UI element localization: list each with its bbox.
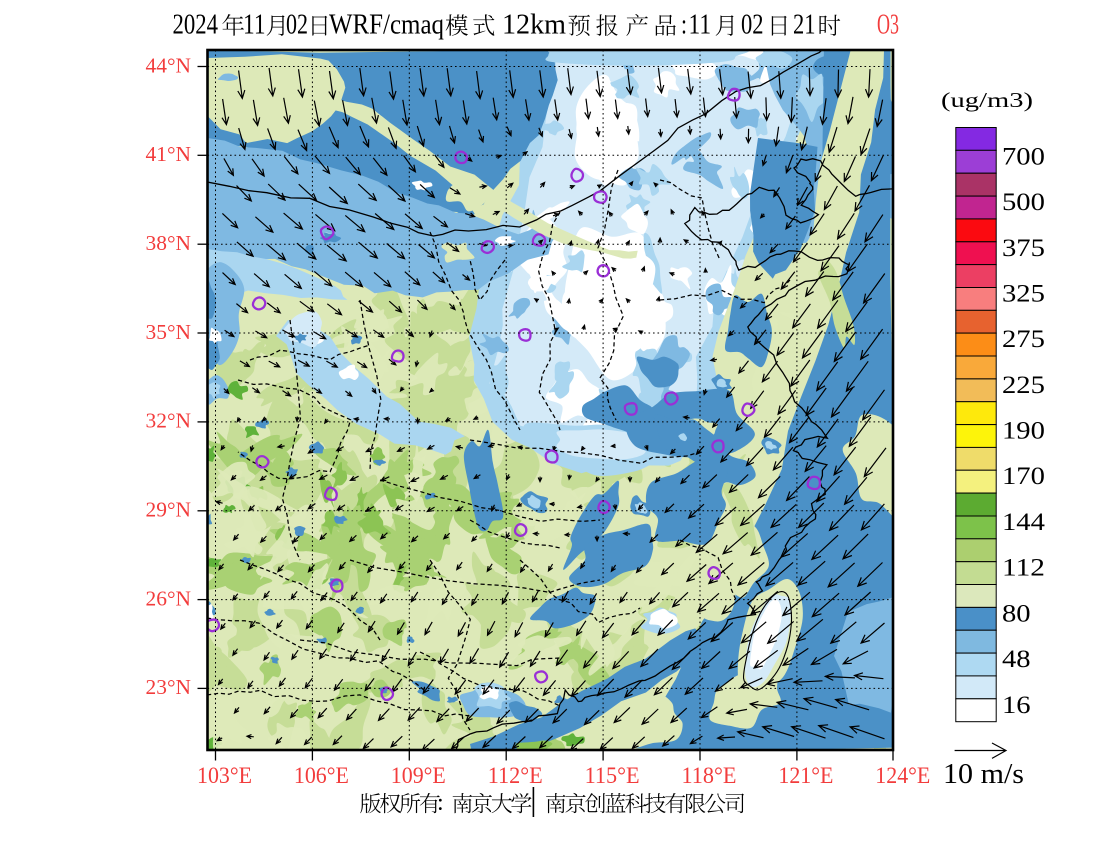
svg-text:109°E: 109°E <box>391 763 446 788</box>
svg-text:118°E: 118°E <box>682 763 737 788</box>
svg-text:11: 11 <box>689 10 712 41</box>
svg-text:44°N: 44°N <box>146 53 192 77</box>
svg-text:121°E: 121°E <box>778 763 833 788</box>
svg-text:10 m/s: 10 m/s <box>943 759 1024 790</box>
svg-text:35°N: 35°N <box>146 320 192 344</box>
svg-text:41°N: 41°N <box>146 142 192 166</box>
svg-text::: : <box>437 790 444 816</box>
svg-text:103°E: 103°E <box>197 763 252 788</box>
svg-text::: : <box>681 10 687 41</box>
svg-text:(ug/m3): (ug/m3) <box>941 88 1033 112</box>
svg-text:375: 375 <box>1002 235 1045 262</box>
svg-text:225: 225 <box>1002 372 1045 399</box>
svg-text:144: 144 <box>1002 509 1045 536</box>
svg-text:21: 21 <box>793 10 816 41</box>
svg-text:106°E: 106°E <box>294 763 349 788</box>
svg-text:112: 112 <box>1002 555 1045 582</box>
svg-text:275: 275 <box>1002 326 1045 353</box>
svg-text:48: 48 <box>1002 646 1031 673</box>
svg-text:325: 325 <box>1002 281 1045 308</box>
svg-text:115°E: 115°E <box>585 763 640 788</box>
svg-text:16: 16 <box>1002 692 1031 719</box>
svg-text:26°N: 26°N <box>146 586 192 610</box>
svg-text:38°N: 38°N <box>146 231 192 255</box>
svg-text:500: 500 <box>1002 189 1045 216</box>
svg-text:29°N: 29°N <box>146 498 192 522</box>
svg-text:32°N: 32°N <box>146 409 192 433</box>
svg-text:23°N: 23°N <box>146 675 192 699</box>
svg-text:O3: O3 <box>877 10 899 41</box>
svg-text:2024: 2024 <box>173 10 219 41</box>
svg-text:WRF/cmaq: WRF/cmaq <box>329 10 444 41</box>
svg-text:124°E: 124°E <box>875 763 930 788</box>
svg-text:190: 190 <box>1002 418 1045 445</box>
svg-text:11: 11 <box>243 10 266 41</box>
svg-text:700: 700 <box>1002 143 1045 170</box>
svg-text:170: 170 <box>1002 463 1045 490</box>
svg-text:12km: 12km <box>502 10 566 41</box>
svg-text:02: 02 <box>286 10 308 41</box>
svg-text:112°E: 112°E <box>488 763 543 788</box>
svg-text:02: 02 <box>741 10 764 41</box>
svg-text:80: 80 <box>1002 600 1031 627</box>
